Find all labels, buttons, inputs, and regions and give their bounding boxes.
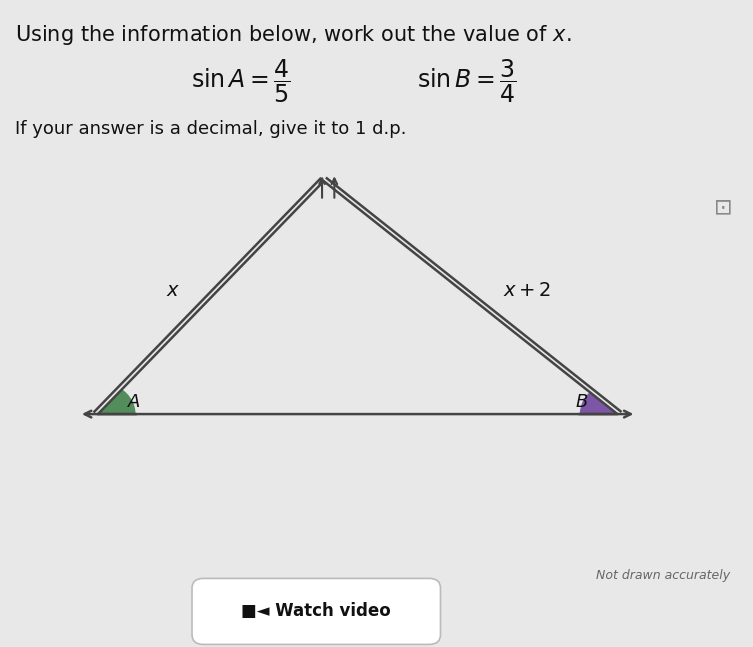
Wedge shape (98, 389, 136, 414)
Text: ■◄ Watch video: ■◄ Watch video (242, 602, 391, 620)
Text: Not drawn accurately: Not drawn accurately (596, 569, 730, 582)
FancyBboxPatch shape (192, 578, 441, 644)
Wedge shape (580, 392, 617, 414)
Text: Using the information below, work out the value of $x$.: Using the information below, work out th… (15, 23, 572, 47)
Text: If your answer is a decimal, give it to 1 d.p.: If your answer is a decimal, give it to … (15, 120, 407, 138)
Text: $\sin B = \dfrac{3}{4}$: $\sin B = \dfrac{3}{4}$ (417, 57, 517, 105)
Text: ⊡: ⊡ (714, 197, 732, 217)
Text: $x+2$: $x+2$ (503, 282, 551, 300)
Text: $\sin A = \dfrac{4}{5}$: $\sin A = \dfrac{4}{5}$ (191, 57, 291, 105)
Text: $A$: $A$ (127, 393, 141, 411)
Text: $B$: $B$ (575, 393, 588, 411)
Text: $x$: $x$ (166, 282, 180, 300)
